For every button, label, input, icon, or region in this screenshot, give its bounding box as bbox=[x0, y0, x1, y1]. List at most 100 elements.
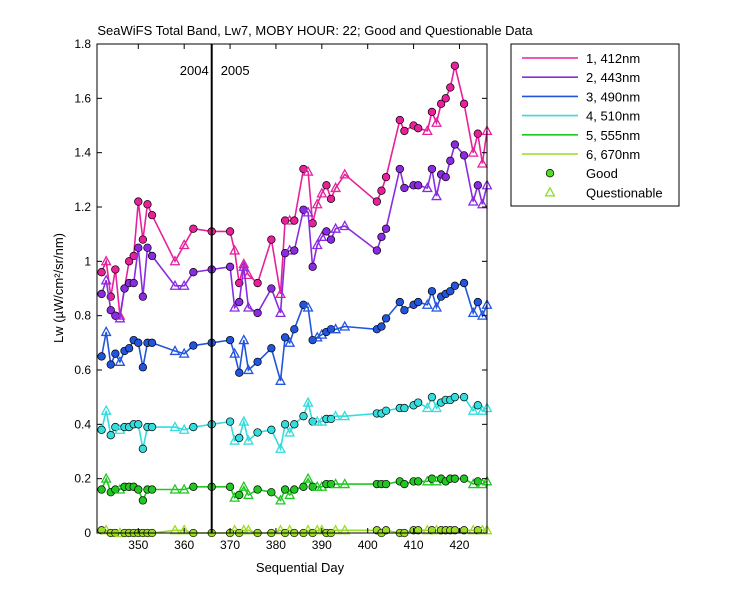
good-point bbox=[326, 235, 336, 244]
good-point bbox=[381, 314, 391, 323]
questionable-point bbox=[421, 298, 433, 309]
questionable-point bbox=[242, 301, 254, 312]
good-point bbox=[120, 284, 129, 293]
good-point bbox=[400, 126, 409, 136]
good-point bbox=[400, 306, 409, 315]
good-point bbox=[235, 297, 244, 307]
good-point bbox=[372, 246, 382, 255]
questionable-point bbox=[339, 320, 351, 331]
good-point bbox=[414, 477, 423, 486]
good-point bbox=[97, 268, 106, 277]
good-point bbox=[138, 235, 148, 244]
questionable-point bbox=[339, 410, 351, 421]
good-point bbox=[381, 406, 391, 415]
questionable-point bbox=[476, 478, 488, 489]
series-4 bbox=[97, 393, 493, 453]
year-label-2005: 2005 bbox=[221, 63, 250, 78]
questionable-point bbox=[311, 239, 323, 250]
good-point bbox=[225, 482, 235, 491]
good-point bbox=[97, 425, 106, 434]
good-point bbox=[381, 479, 391, 489]
good-point bbox=[436, 99, 446, 108]
good-point bbox=[106, 360, 115, 369]
good-point bbox=[290, 246, 299, 255]
x-axis-ticks: 350 360 370 380 390 400 410 420 bbox=[128, 44, 470, 552]
good-point bbox=[450, 281, 460, 290]
good-point bbox=[308, 262, 317, 271]
good-point bbox=[395, 115, 404, 125]
questionable-point bbox=[431, 402, 442, 413]
good-point bbox=[441, 94, 450, 103]
questionable-point bbox=[229, 347, 241, 358]
good-point bbox=[459, 474, 469, 483]
good-point bbox=[267, 235, 276, 244]
questionable-point bbox=[330, 222, 342, 233]
questionable-point bbox=[178, 423, 190, 434]
questionable-point bbox=[275, 306, 286, 318]
year-label-2004: 2004 bbox=[180, 63, 209, 78]
good-point bbox=[267, 284, 276, 293]
questionable-point bbox=[302, 206, 314, 217]
questionable-point bbox=[330, 478, 342, 489]
y-tick-label: 1 bbox=[84, 254, 91, 268]
questionable-point bbox=[339, 478, 351, 489]
good-point bbox=[253, 428, 262, 437]
questionable-point bbox=[421, 182, 433, 193]
questionable-point bbox=[467, 306, 479, 318]
good-point bbox=[147, 338, 157, 347]
y-axis-ticks: 0 0.2 0.4 0.6 0.8 1 1.2 1.4 1.6 1.8 bbox=[74, 37, 487, 540]
good-point bbox=[395, 164, 404, 174]
legend-questionable-marker bbox=[544, 186, 556, 197]
good-point bbox=[189, 224, 198, 233]
good-point bbox=[473, 181, 482, 190]
good-point bbox=[446, 156, 455, 165]
questionable-point bbox=[169, 421, 181, 432]
questionable-point bbox=[302, 396, 314, 407]
good-point bbox=[280, 420, 290, 429]
questionable-point bbox=[169, 345, 181, 356]
good-point bbox=[111, 349, 120, 358]
questionable-point bbox=[339, 220, 351, 231]
legend: 1, 412nm 2, 443nm 3, 490nm 4, 510nm 5, 555nm… bbox=[510, 43, 680, 207]
good-point bbox=[414, 297, 423, 307]
good-point bbox=[134, 420, 143, 429]
good-point bbox=[253, 485, 262, 494]
questionable-point bbox=[275, 374, 286, 385]
questionable-point bbox=[229, 244, 241, 255]
good-point bbox=[189, 268, 198, 277]
questionable-point bbox=[339, 168, 351, 179]
good-point bbox=[414, 526, 423, 535]
good-point bbox=[134, 485, 143, 494]
y-tick-label: 0.6 bbox=[74, 363, 91, 377]
questionable-point bbox=[169, 255, 181, 266]
good-point bbox=[147, 210, 157, 220]
questionable-point bbox=[242, 364, 254, 375]
questionable-point bbox=[431, 190, 442, 201]
good-point bbox=[189, 341, 198, 350]
good-point bbox=[299, 482, 308, 491]
questionable-point bbox=[284, 336, 296, 347]
legend-label-questionable: Questionable bbox=[586, 185, 663, 200]
questionable-point bbox=[421, 402, 433, 413]
questionable-point bbox=[275, 442, 286, 453]
good-point bbox=[414, 398, 423, 407]
series-5 bbox=[97, 472, 493, 505]
questionable-point bbox=[302, 472, 314, 483]
good-point bbox=[138, 444, 148, 453]
good-point bbox=[322, 227, 331, 236]
good-point bbox=[450, 61, 460, 70]
questionable-point bbox=[330, 323, 342, 334]
good-point bbox=[97, 289, 106, 299]
questionable-point bbox=[481, 524, 493, 535]
questionable-point bbox=[169, 524, 181, 535]
legend-box bbox=[510, 43, 680, 207]
questionable-point bbox=[100, 326, 112, 337]
good-point bbox=[381, 224, 391, 233]
good-point bbox=[377, 232, 386, 242]
questionable-point bbox=[311, 331, 323, 342]
x-tick-label: 420 bbox=[449, 538, 469, 552]
good-point bbox=[124, 344, 134, 353]
y-tick-label: 0.2 bbox=[74, 472, 91, 486]
good-point bbox=[143, 243, 152, 252]
